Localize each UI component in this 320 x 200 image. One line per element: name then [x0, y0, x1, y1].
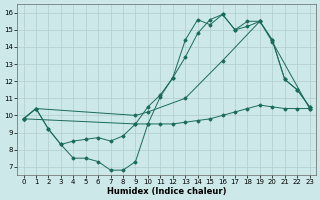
- X-axis label: Humidex (Indice chaleur): Humidex (Indice chaleur): [107, 187, 226, 196]
